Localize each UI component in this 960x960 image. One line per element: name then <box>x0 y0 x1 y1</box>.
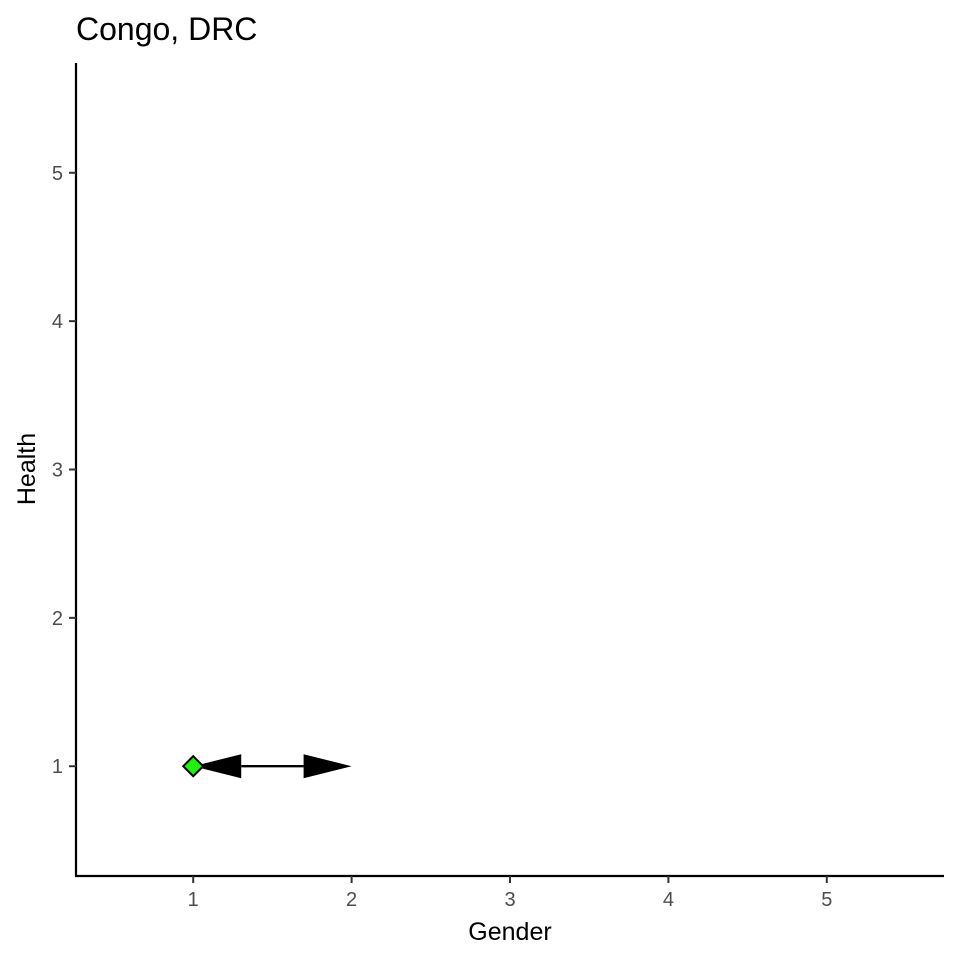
x-tick-label: 2 <box>346 889 357 911</box>
y-tick-label: 5 <box>52 163 63 185</box>
x-axis-label: Gender <box>468 918 551 946</box>
y-tick-label: 4 <box>52 311 63 333</box>
arrow-head-end <box>303 754 352 779</box>
x-ticks: 1 2 3 4 5 <box>188 876 832 911</box>
chart-title: Congo, DRC <box>76 11 257 47</box>
arrow-head-start <box>193 754 242 779</box>
plot-area <box>181 754 352 779</box>
arrow <box>193 754 352 779</box>
y-ticks: 1 2 3 4 5 <box>52 163 76 778</box>
y-tick-label: 1 <box>52 756 63 778</box>
y-tick-label: 2 <box>52 608 63 630</box>
x-tick-label: 1 <box>188 889 199 911</box>
y-axis-label: Health <box>13 433 41 505</box>
y-tick-label: 3 <box>52 460 63 482</box>
data-point <box>181 754 205 778</box>
x-tick-label: 5 <box>821 889 832 911</box>
x-tick-label: 3 <box>504 889 515 911</box>
x-tick-label: 4 <box>663 889 674 911</box>
axes <box>74 63 944 878</box>
